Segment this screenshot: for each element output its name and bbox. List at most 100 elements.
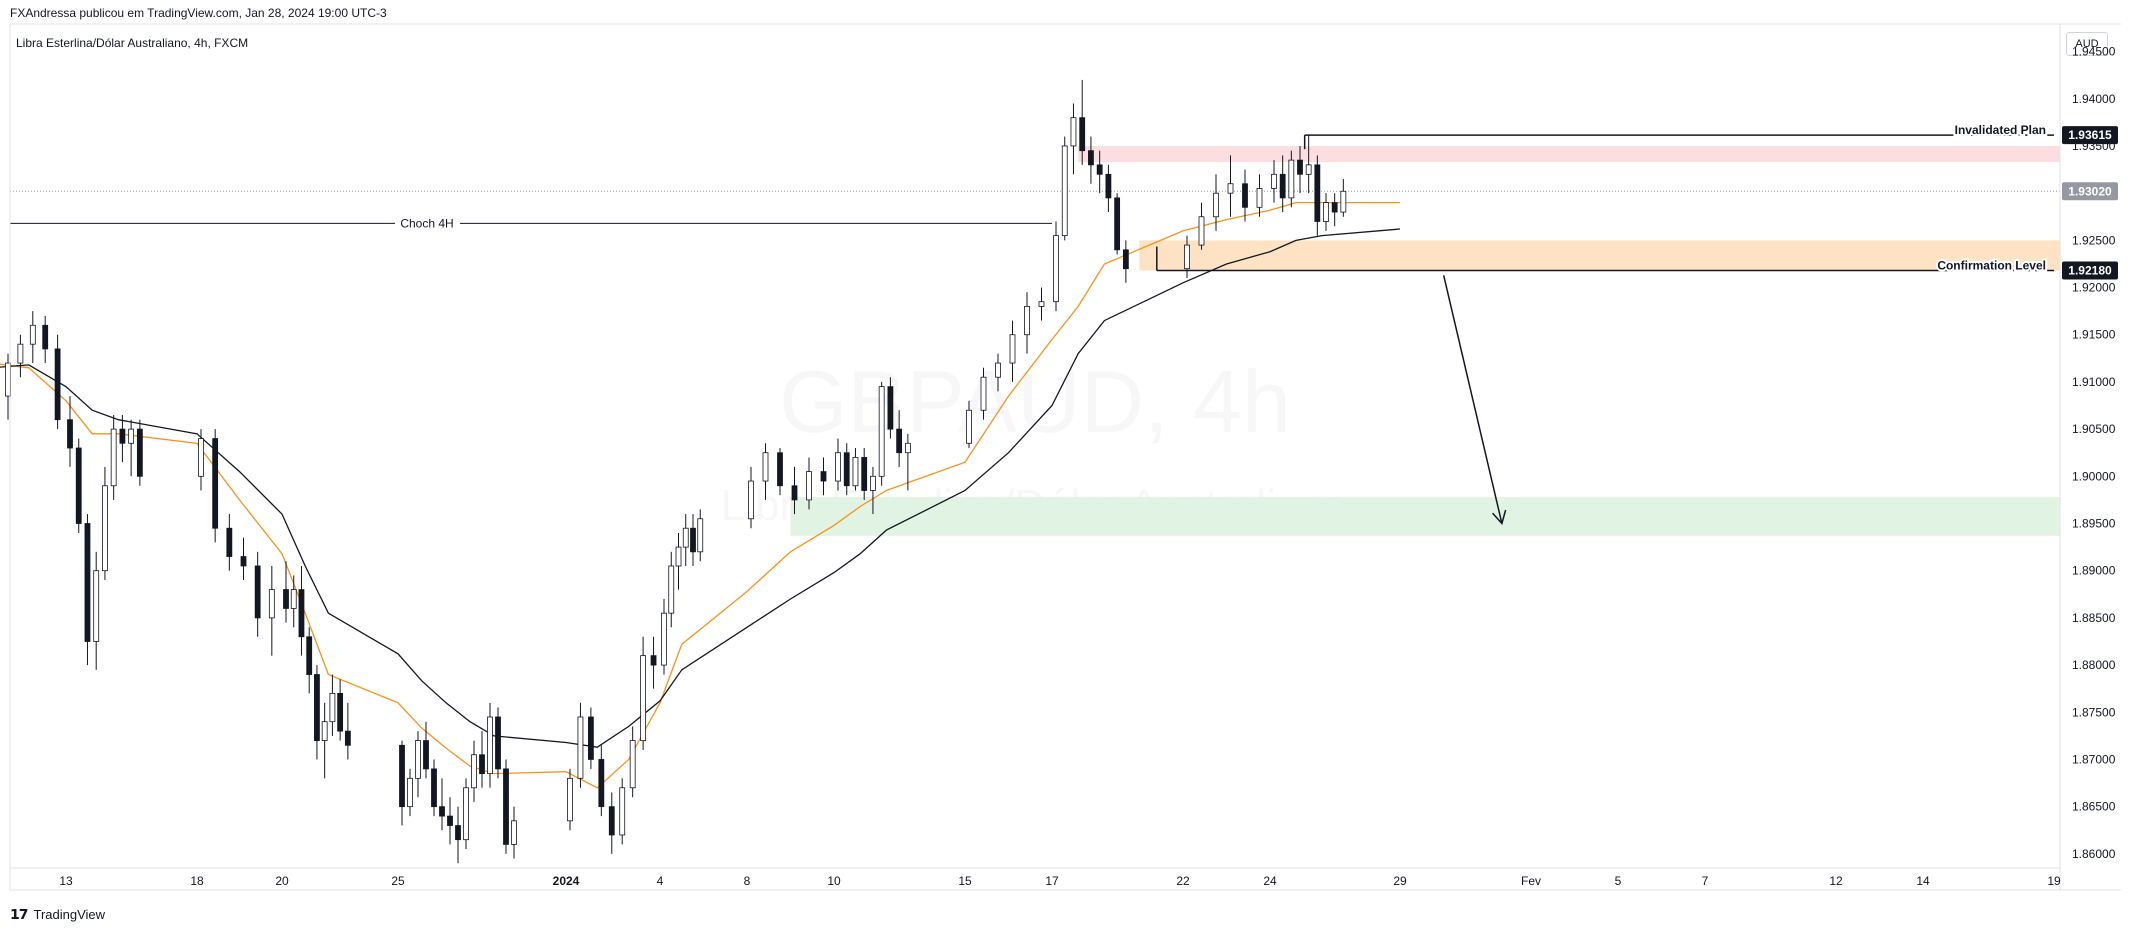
supply-zone: [1078, 145, 2060, 163]
tradingview-logo[interactable]: 𝟭𝟳 TradingView: [10, 906, 105, 923]
y-tick-label: 1.94500: [2072, 45, 2116, 59]
choch-label: Choch 4H: [400, 216, 453, 230]
candle-bear: [399, 744, 405, 808]
candle-bull: [762, 452, 769, 482]
candle-bull: [329, 692, 336, 723]
candle-bull: [1213, 192, 1219, 218]
candle-bull: [415, 740, 421, 779]
candle-bull: [1340, 190, 1347, 213]
watermark-ticker: GBPAUD, 4h: [779, 352, 1291, 451]
candle-bull: [29, 324, 36, 345]
candle-bear: [306, 636, 313, 675]
demand-zone: [1139, 240, 2060, 271]
candle-bear: [67, 419, 73, 449]
candle-bear: [861, 457, 868, 491]
x-tick-label: 17: [1045, 874, 1059, 888]
invalidated-plan-label: Invalidated Plan: [1955, 123, 2046, 137]
target-arrow-head: [1491, 509, 1507, 526]
candle-bull: [1070, 117, 1077, 147]
x-tick-label: 29: [1393, 874, 1407, 888]
candle-bear: [1079, 117, 1086, 152]
candles: [5, 79, 1347, 864]
candle-bear: [337, 692, 344, 732]
candle-bear: [690, 527, 696, 553]
candle-bull: [1198, 216, 1205, 246]
y-tick-label: 1.88000: [2072, 658, 2116, 672]
x-tick-label: 20: [275, 874, 289, 888]
x-tick-label: 12: [1829, 874, 1843, 888]
x-tick-label: 8: [744, 874, 751, 888]
candle-bull: [567, 777, 573, 822]
candle-bull: [463, 787, 469, 841]
candle-bull: [870, 475, 876, 491]
candle-bear: [314, 674, 320, 741]
y-tick-label: 1.88500: [2072, 611, 2116, 625]
candle-bull: [806, 471, 812, 501]
candle-bear: [1279, 173, 1286, 199]
candle-bull: [661, 612, 667, 666]
candle-bear: [1105, 173, 1112, 199]
candle-bull: [110, 428, 117, 487]
candle-bear: [598, 759, 605, 808]
candle-bull: [640, 655, 647, 741]
x-tick-label: 22: [1176, 874, 1190, 888]
x-tick-label: 18: [190, 874, 204, 888]
x-tick-label: 10: [827, 874, 841, 888]
y-tick-label: 1.86000: [2072, 847, 2116, 861]
candle-bull: [268, 589, 275, 619]
candle-bear: [439, 806, 445, 817]
axes: 1.945001.940001.935001.930001.925001.920…: [9, 23, 2121, 891]
candle-bear: [75, 447, 82, 524]
candle-bull: [471, 754, 477, 789]
candle-bull: [1053, 235, 1059, 303]
publish-attribution: FXAndressa publicou em TradingView.com, …: [10, 6, 387, 20]
candle-bull: [852, 457, 859, 487]
candle-bear: [1114, 197, 1121, 251]
candle-bear: [254, 565, 261, 619]
y-tick-label: 1.92500: [2072, 233, 2116, 247]
candle-bear: [298, 589, 305, 638]
x-tick-label: 5: [1615, 874, 1622, 888]
candle-bull: [1288, 159, 1295, 199]
candle-bull: [290, 589, 297, 609]
candle-bull: [321, 721, 328, 741]
candle-bear: [240, 556, 247, 567]
candle-bull: [128, 428, 135, 444]
candle-bear: [226, 527, 233, 557]
price-label-text: 1.93020: [2068, 184, 2112, 198]
target-arrow-shaft: [1442, 275, 1503, 524]
candle-bull: [1024, 306, 1030, 336]
x-tick-label: 15: [958, 874, 972, 888]
y-tick-label: 1.87500: [2072, 705, 2116, 719]
price-label-box: [2062, 261, 2118, 280]
candle-bear: [283, 589, 289, 609]
price-label-text: 1.93615: [2068, 128, 2112, 142]
candle-bear: [1331, 202, 1338, 213]
candle-bull: [487, 716, 493, 775]
y-tick-label: 1.92000: [2072, 281, 2116, 295]
candle-bull: [1038, 301, 1045, 307]
candle-bull: [102, 485, 108, 572]
x-tick-label: 4: [657, 874, 664, 888]
y-tick-label: 1.89500: [2072, 517, 2116, 531]
candle-bear: [1242, 183, 1248, 208]
candle-bull: [835, 452, 841, 482]
confirmation-level-label: Confirmation Level: [1937, 259, 2046, 273]
candle-bull: [1271, 173, 1277, 189]
candle-bull: [1323, 202, 1329, 222]
currency-button[interactable]: AUD: [2066, 32, 2108, 56]
x-tick-label: 14: [1916, 874, 1930, 888]
candle-bull: [697, 518, 704, 553]
candle-bull: [748, 480, 754, 520]
candle-bear: [608, 806, 615, 836]
y-tick-label: 1.86500: [2072, 800, 2116, 814]
candle-bull: [1061, 145, 1068, 237]
candle-bear: [1297, 159, 1303, 175]
candle-bull: [682, 527, 689, 548]
candle-bear: [1314, 164, 1321, 222]
x-tick-label: 7: [1702, 874, 1709, 888]
candle-bear: [1088, 150, 1094, 166]
candle-bull: [980, 376, 987, 411]
candle-bull: [995, 362, 1001, 378]
